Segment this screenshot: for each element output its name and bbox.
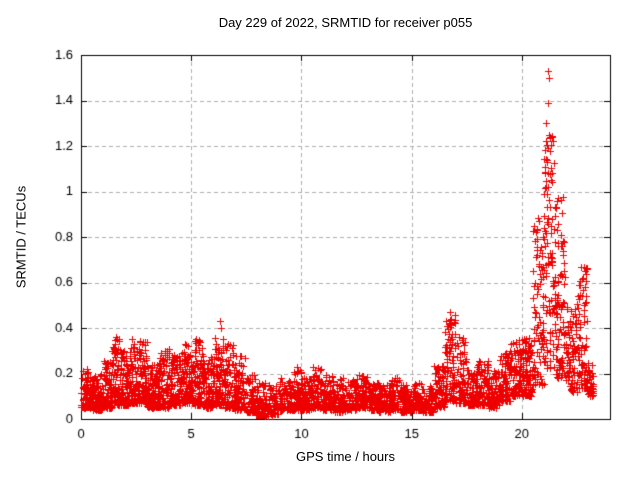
y-axis-label: SRMTID / TECUs: [13, 185, 29, 289]
chart-title: Day 229 of 2022, SRMTID for receiver p05…: [218, 15, 473, 30]
x-axis-label: GPS time / hours: [296, 449, 395, 464]
